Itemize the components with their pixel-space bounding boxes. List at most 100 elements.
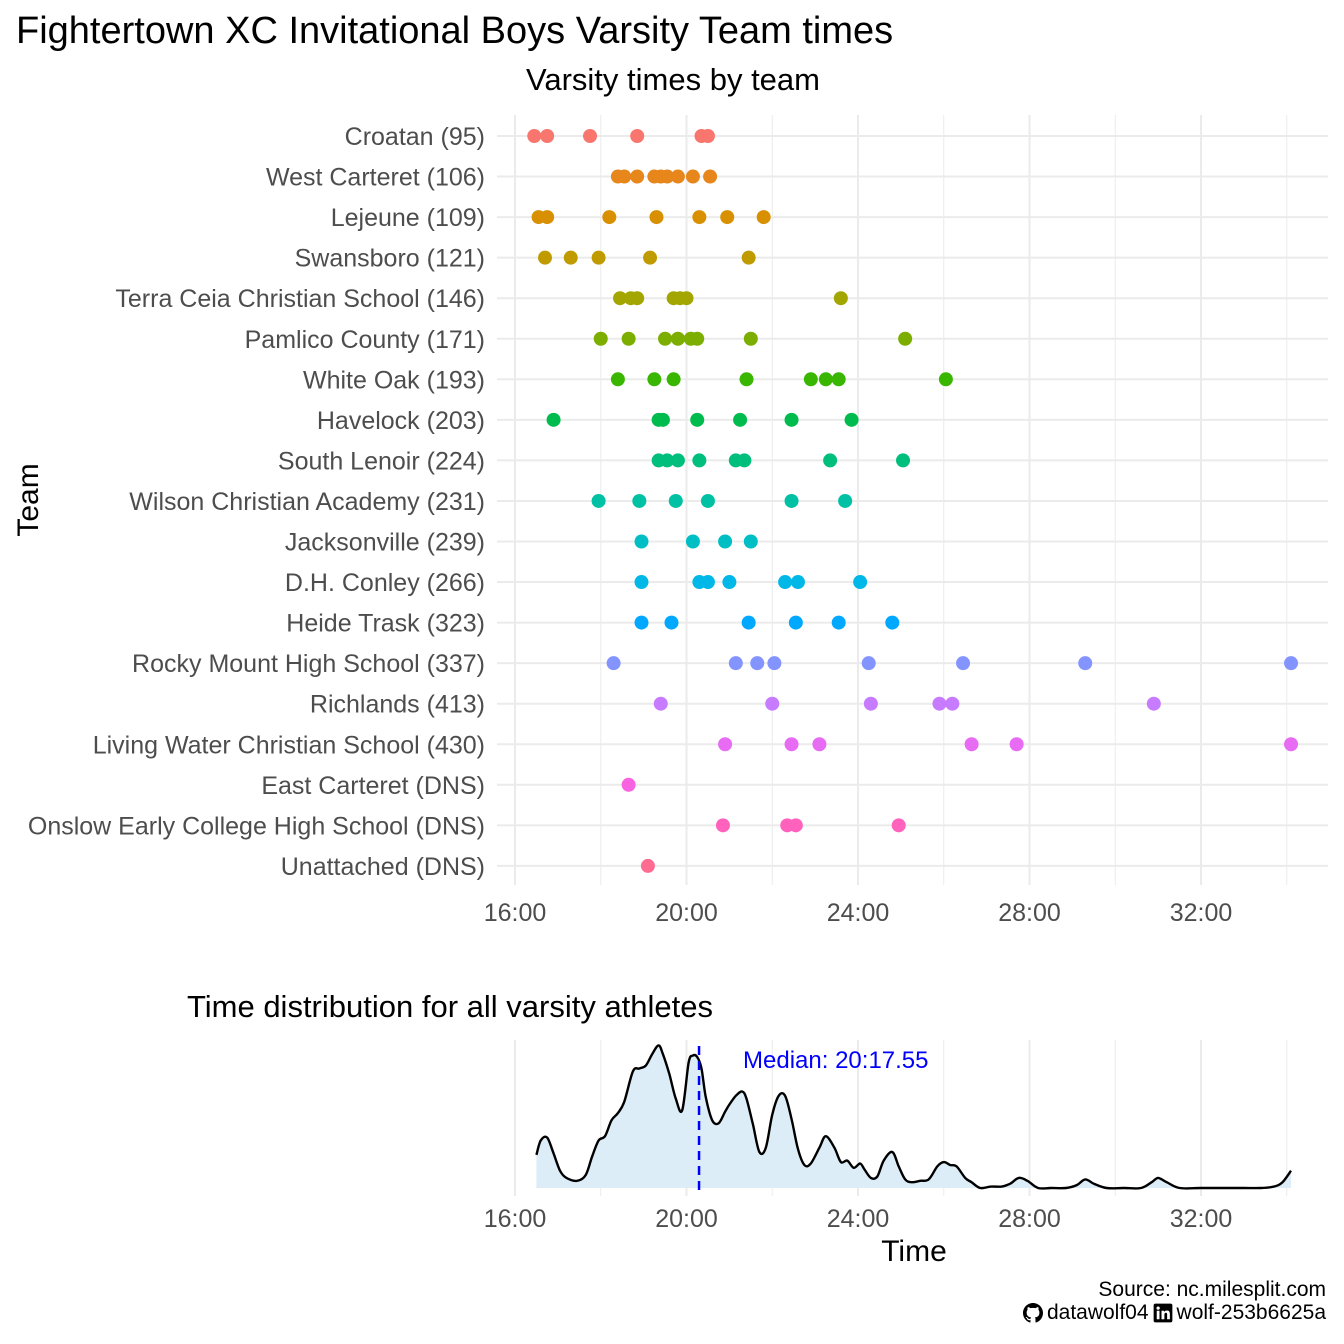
team-label: Living Water Christian School (430) — [93, 731, 485, 759]
athlete-point — [591, 493, 606, 508]
athlete-point — [784, 737, 799, 752]
athlete-point — [621, 777, 636, 792]
x-tick-label: 16:00 — [484, 1205, 547, 1233]
athlete-point — [838, 493, 853, 508]
figure-title: Fightertown XC Invitational Boys Varsity… — [16, 10, 893, 52]
athlete-point — [679, 291, 694, 306]
athlete-point — [784, 493, 799, 508]
athlete-point — [938, 372, 953, 387]
density-line — [535, 1044, 1292, 1190]
athlete-point — [863, 696, 878, 711]
athlete-point — [1009, 737, 1024, 752]
athlete-point — [630, 169, 645, 184]
athlete-point — [540, 129, 555, 143]
athlete-point — [722, 575, 737, 590]
athlete-point — [718, 534, 733, 549]
scatter-grid — [497, 115, 1328, 885]
athlete-point — [692, 210, 707, 225]
athlete-point — [527, 129, 542, 143]
athlete-point — [715, 818, 730, 833]
x-axis-label: Time — [881, 1235, 947, 1268]
athlete-point — [765, 696, 780, 711]
athlete-point — [728, 656, 743, 671]
athlete-point — [737, 453, 752, 468]
athlete-point — [812, 737, 827, 752]
athlete-point — [668, 493, 683, 508]
athlete-point — [670, 331, 685, 346]
density-title: Time distribution for all varsity athlet… — [187, 989, 713, 1024]
team-label: D.H. Conley (266) — [285, 569, 485, 597]
median-label: Median: 20:17.55 — [743, 1047, 928, 1074]
athlete-point — [1078, 656, 1093, 671]
athlete-point — [1146, 696, 1161, 711]
athlete-point — [844, 412, 859, 427]
scatter-panel: Varsity times by team Croatan (95) West C… — [12, 62, 1328, 927]
athlete-point — [670, 169, 685, 184]
athlete-point — [741, 250, 756, 265]
athlete-point — [690, 331, 705, 346]
x-tick-label: 20:00 — [655, 1205, 718, 1233]
athlete-point — [750, 656, 765, 671]
github-handle[interactable]: datawolf04 — [1046, 1301, 1149, 1324]
athlete-point — [690, 412, 705, 427]
athlete-point — [1284, 737, 1299, 752]
team-label: Wilson Christian Academy (231) — [129, 488, 485, 516]
x-tick-label: 32:00 — [1170, 899, 1233, 927]
athlete-point — [670, 453, 685, 468]
athlete-point — [803, 372, 818, 387]
athlete-point — [540, 210, 555, 225]
athlete-point — [733, 412, 748, 427]
y-axis-label: Team — [12, 463, 45, 536]
athlete-point — [602, 210, 617, 225]
athlete-point — [885, 615, 900, 630]
team-label: Heide Trask (323) — [286, 610, 485, 638]
athlete-point — [658, 331, 673, 346]
team-label: South Lenoir (224) — [278, 447, 485, 475]
athlete-point — [617, 169, 632, 184]
athlete-point — [610, 372, 625, 387]
x-tick-label: 24:00 — [827, 1205, 890, 1233]
athlete-point — [853, 575, 868, 590]
athlete-point — [778, 575, 793, 590]
athlete-point — [653, 696, 668, 711]
x-tick-label: 16:00 — [484, 899, 547, 927]
athlete-point — [630, 291, 645, 306]
footer: Source: nc.milesplit.com datawolf04 wolf… — [1022, 1278, 1326, 1324]
athlete-point — [823, 453, 838, 468]
athlete-point — [739, 372, 754, 387]
x-tick-label: 28:00 — [998, 1205, 1061, 1233]
team-label: Jacksonville (239) — [285, 529, 485, 557]
team-label: Lejeune (109) — [331, 204, 485, 232]
athlete-point — [634, 575, 649, 590]
athlete-point — [546, 412, 561, 427]
athlete-point — [666, 372, 681, 387]
density-x-axis: 16:00 20:00 24:00 28:00 32:00 — [484, 1205, 1233, 1233]
athlete-point — [818, 372, 833, 387]
team-label: West Carteret (106) — [266, 164, 485, 192]
athlete-point — [784, 412, 799, 427]
athlete-point — [700, 129, 715, 143]
athlete-point — [643, 250, 658, 265]
athlete-point — [649, 210, 664, 225]
team-label: White Oak (193) — [303, 366, 485, 394]
athlete-point — [593, 331, 608, 346]
athlete-point — [743, 534, 758, 549]
athlete-point — [647, 372, 662, 387]
source-credit: Source: nc.milesplit.com — [1098, 1278, 1326, 1301]
athlete-point — [591, 250, 606, 265]
athlete-point — [692, 453, 707, 468]
athlete-point — [1284, 656, 1299, 671]
athlete-point — [613, 291, 628, 306]
density-area — [536, 1045, 1291, 1189]
athlete-point — [891, 818, 906, 833]
athlete-point — [788, 615, 803, 630]
team-label: Havelock (203) — [317, 407, 485, 435]
athlete-point — [720, 210, 735, 225]
linkedin-handle[interactable]: wolf-253b6625a — [1176, 1301, 1326, 1324]
team-label: East Carteret (DNS) — [261, 772, 485, 800]
scatter-x-axis: 16:00 20:00 24:00 28:00 32:00 — [484, 899, 1233, 927]
team-label: Onslow Early College High School (DNS) — [28, 812, 485, 840]
team-label: Terra Ceia Christian School (146) — [115, 285, 485, 313]
author-credits: datawolf04 wolf-253b6625a — [1022, 1301, 1326, 1324]
athlete-point — [634, 534, 649, 549]
